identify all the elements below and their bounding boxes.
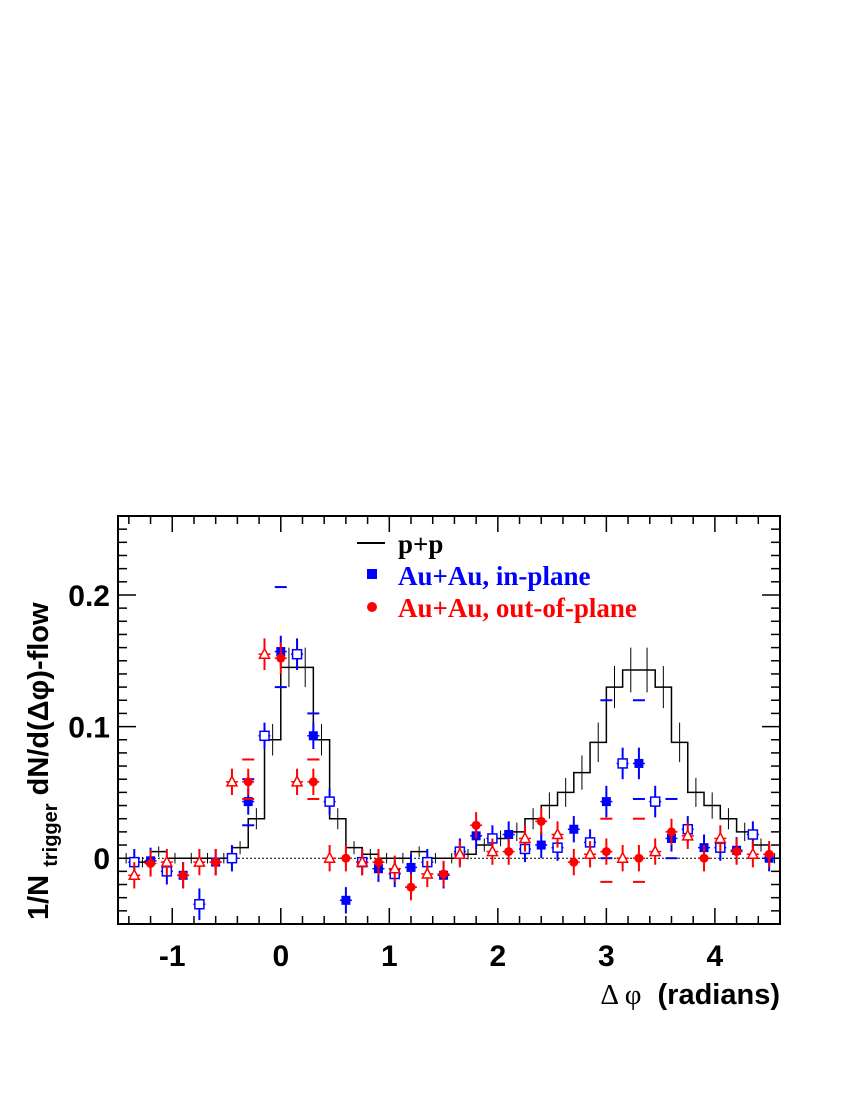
legend-label-in-plane: Au+Au, in-plane	[398, 561, 590, 591]
out-of-plane-open-point	[388, 861, 401, 874]
out-of-plane-filled-point	[341, 853, 351, 863]
out-of-plane-filled-point	[732, 847, 742, 857]
out-of-plane-open-point	[583, 847, 597, 859]
out-of-plane-open-point	[421, 866, 434, 879]
x-tick-label: 2	[489, 940, 506, 973]
out-of-plane-open-point	[323, 851, 336, 863]
out-of-plane-filled-point	[764, 849, 774, 859]
out-of-plane-filled-point	[178, 870, 188, 880]
x-tick-label: -1	[159, 940, 186, 973]
legend-marker-in-plane	[367, 569, 377, 579]
in-plane-filled-point	[504, 830, 514, 840]
out-of-plane-open-point	[746, 847, 760, 859]
y-axis-title: 1/N trigger dN/d(Δφ)-flow	[23, 602, 64, 920]
in-plane-filled-point	[601, 797, 611, 807]
out-of-plane-open-point	[551, 827, 564, 840]
out-of-plane-filled-point	[243, 777, 253, 787]
x-tick-label: 0	[272, 940, 289, 973]
out-of-plane-open-point	[616, 851, 629, 863]
plot-frame	[117, 515, 781, 925]
x-tick-label: 3	[598, 940, 615, 973]
in-plane-open-point	[617, 758, 628, 769]
legend-label-out-of-plane: Au+Au, out-of-plane	[398, 593, 637, 623]
in-plane-open-point	[324, 796, 335, 807]
legend-label-pp: p+p	[398, 529, 443, 559]
in-plane-open-point	[649, 796, 661, 807]
pp-histogram-line	[118, 666, 780, 863]
y-tick-label: 0	[93, 843, 110, 876]
out-of-plane-filled-point	[569, 857, 579, 867]
out-of-plane-open-point	[193, 855, 206, 867]
out-of-plane-filled-point	[276, 653, 286, 663]
y-axis-title-post: dN/d(Δφ)-flow	[23, 602, 55, 795]
in-plane-filled-point	[569, 824, 579, 834]
out-of-plane-open-point	[225, 774, 239, 787]
in-plane-filled-point	[406, 862, 416, 872]
out-of-plane-open-point	[681, 828, 694, 841]
legend-marker-out-of-plane	[367, 602, 377, 612]
in-plane-open-point	[291, 648, 303, 660]
series-layer	[118, 586, 780, 921]
out-of-plane-filled-point	[373, 857, 383, 867]
tick-labels: -1 0 1 2 3 4 0 0.1 0.2	[68, 580, 723, 973]
in-plane-filled-point	[243, 797, 253, 807]
out-of-plane-filled-point	[666, 827, 676, 837]
out-of-plane-filled-point	[211, 857, 221, 867]
out-of-plane-filled-point	[146, 858, 156, 868]
y-tick-label: 0.2	[68, 580, 110, 613]
out-of-plane-open-point	[258, 647, 271, 659]
out-of-plane-open-point	[648, 844, 662, 857]
out-of-plane-filled-point	[471, 820, 481, 830]
x-axis-title: Δ φ (radians)	[600, 979, 780, 1011]
out-of-plane-filled-point	[634, 853, 644, 863]
out-of-plane-open-point	[453, 847, 467, 859]
out-of-plane-open-point	[518, 831, 532, 844]
in-plane-filled-point	[634, 758, 644, 768]
out-of-plane-filled-point	[406, 882, 416, 892]
y-tick-label: 0.1	[68, 712, 110, 745]
out-of-plane-filled-point	[536, 816, 546, 826]
out-of-plane-open-point	[355, 855, 369, 867]
in-plane-open-point	[226, 852, 238, 864]
out-of-plane-open-point	[486, 844, 499, 857]
in-plane-filled-point	[308, 731, 318, 741]
out-of-plane-filled-point	[699, 853, 709, 863]
y-axis-title-pre: 1/N	[23, 875, 55, 920]
out-of-plane-open-point	[160, 855, 174, 867]
x-axis-unit: (radians)	[658, 979, 780, 1011]
out-of-plane-filled-point	[504, 847, 514, 857]
in-plane-open-point	[194, 899, 205, 910]
out-of-plane-open-point	[128, 868, 141, 881]
out-of-plane-filled-point	[601, 847, 611, 857]
x-tick-label: 1	[381, 940, 398, 973]
y-axis-title-sub: trigger	[40, 803, 62, 867]
in-plane-open-point	[259, 730, 270, 742]
legend: p+p Au+Au, in-plane Au+Au, out-of-plane	[357, 529, 637, 623]
x-axis-symbol: Δ φ	[600, 979, 641, 1011]
out-of-plane-open-point	[714, 831, 727, 844]
in-plane-open-point	[747, 829, 759, 840]
out-of-plane-open-point	[290, 774, 304, 787]
in-plane-filled-point	[341, 895, 351, 905]
in-plane-filled-point	[536, 840, 546, 850]
out-of-plane-filled-point	[308, 777, 318, 787]
x-tick-label: 4	[707, 940, 724, 973]
out-of-plane-filled-point	[439, 869, 449, 879]
